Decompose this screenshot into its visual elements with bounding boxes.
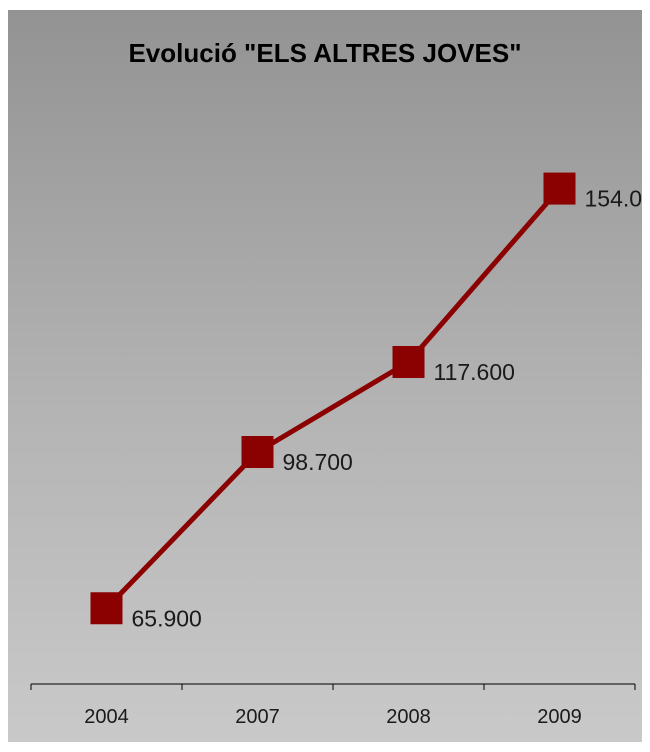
chart-plot-area: 2004 2007 2008 2009 65.900 98.700 117.600 154.0…	[30, 172, 643, 728]
chart-title: Evolució "ELS ALTRES JOVES"	[128, 38, 522, 68]
data-label: 65.900	[132, 605, 202, 631]
data-label: 117.600	[434, 359, 515, 385]
x-tick-label: 2007	[235, 706, 280, 728]
data-point-marker	[392, 345, 425, 378]
data-point-marker	[90, 592, 123, 625]
data-point-marker	[543, 172, 576, 205]
x-tick-label: 2009	[537, 706, 582, 728]
chart-frame: Evolució "ELS ALTRES JOVES" 2004 2007 2008…	[8, 10, 642, 742]
data-label: 98.700	[283, 449, 353, 475]
x-tick-label: 2008	[386, 706, 431, 728]
data-point-marker	[241, 436, 274, 469]
series-line	[104, 186, 562, 610]
data-label: 154.000	[585, 186, 643, 212]
x-tick-label: 2004	[84, 706, 129, 728]
